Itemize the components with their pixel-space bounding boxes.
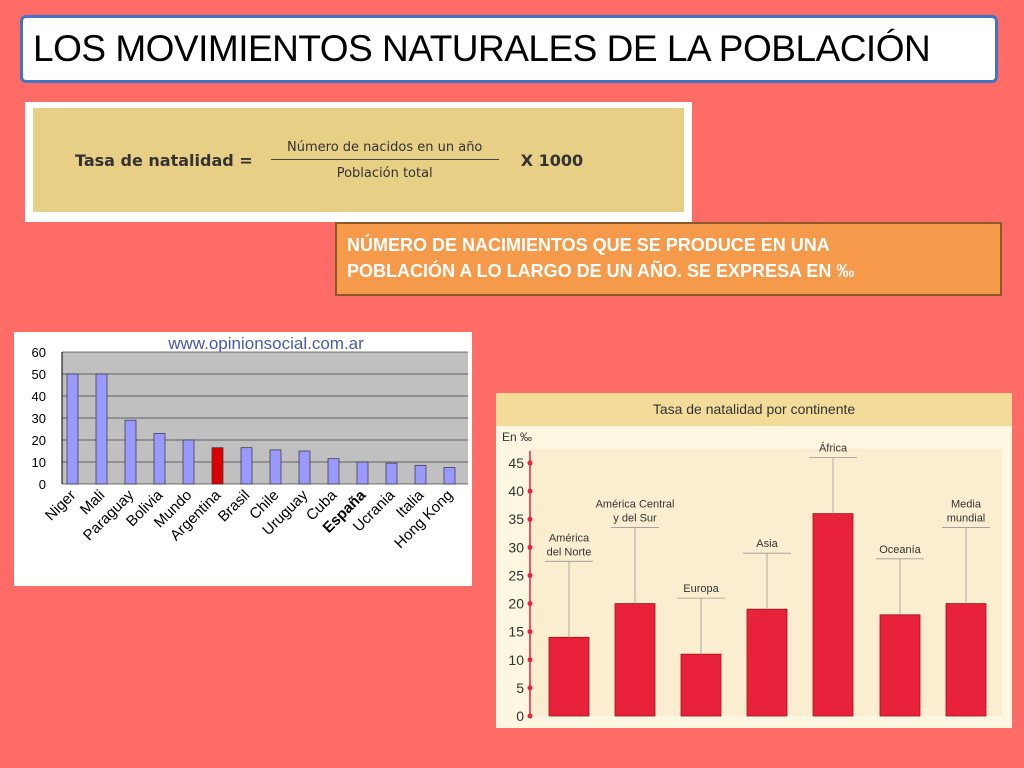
unit-label: En ‰: [502, 430, 532, 444]
formula-multiplier: X 1000: [520, 150, 584, 170]
category-label-line1: América Central: [596, 499, 675, 511]
y-tick-mark: [527, 601, 533, 607]
bar: [812, 513, 854, 717]
bar: [124, 419, 137, 485]
bar: [385, 462, 398, 485]
country-chart-svg: 0 10 20 30 40 50 60 www.opinionsocial.com.ar Nig…: [32, 334, 468, 552]
definition-line-2: POBLACIÓN A LO LARGO DE UN AÑO. SE EXPRE…: [347, 261, 855, 282]
chart-title: www.opinionsocial.com.ar: [167, 334, 364, 353]
bar: [327, 458, 340, 485]
y-tick-mark: [527, 488, 533, 494]
y-tick-label: 40: [508, 483, 524, 499]
y-tick-label: 30: [32, 411, 46, 426]
y-tick-label: 15: [508, 624, 524, 640]
fraction-bar: [270, 158, 499, 160]
continent-chart-svg: Tasa de natalidad por continente En ‰ 0 5 10…: [496, 393, 1012, 724]
bar: [240, 447, 253, 485]
formula-label: Tasa de natalidad =: [75, 150, 253, 170]
category-label-line1: Oceanía: [879, 544, 921, 556]
y-tick-mark: [527, 460, 533, 466]
y-tick-label: 0: [39, 477, 46, 492]
category-label-line1: Asia: [756, 538, 778, 550]
category-label-line2: y del Sur: [613, 513, 657, 525]
y-tick-label: 60: [32, 345, 46, 360]
formula-numerator: Número de nacidos en un año: [287, 139, 483, 155]
bar: [746, 608, 788, 717]
bar: [211, 447, 224, 485]
definition-box: NÚMERO DE NACIMIENTOS QUE SE PRODUCE EN …: [335, 222, 1002, 296]
country-birth-rate-chart: 0 10 20 30 40 50 60 www.opinionsocial.com.ar Nig…: [14, 332, 472, 586]
y-tick-label: 35: [508, 511, 524, 527]
bar: [269, 449, 282, 485]
bar: [298, 450, 311, 485]
x-tick-label: Niger: [42, 487, 79, 524]
formula-panel: Tasa de natalidad = Número de nacidos en…: [25, 102, 692, 222]
bar: [614, 603, 656, 717]
category-label-line2: mundial: [947, 513, 986, 525]
y-tick-mark: [527, 713, 533, 719]
bar: [153, 433, 166, 485]
y-tick-label: 50: [32, 367, 46, 382]
bar: [356, 461, 369, 485]
x-tick-label: Brasil: [215, 487, 254, 526]
category-label-line2: del Norte: [547, 546, 592, 558]
bar: [879, 614, 921, 717]
y-tick-mark: [527, 629, 533, 635]
title-band: [496, 393, 1012, 426]
birth-rate-formula: Tasa de natalidad = Número de nacidos en…: [33, 108, 684, 212]
category-label-line1: África: [819, 442, 848, 455]
y-tick-label: 10: [32, 455, 46, 470]
y-tick-mark: [527, 544, 533, 550]
bar: [945, 603, 987, 717]
y-tick-label: 0: [516, 708, 524, 724]
chart-title: Tasa de natalidad por continente: [653, 401, 856, 417]
page-title: LOS MOVIMIENTOS NATURALES DE LA POBLACIÓ…: [33, 28, 931, 69]
y-tick-mark: [527, 572, 533, 578]
bar: [95, 373, 108, 485]
y-tick-label: 45: [508, 455, 524, 471]
definition-line-1: NÚMERO DE NACIMIENTOS QUE SE PRODUCE EN …: [347, 235, 830, 255]
y-tick-mark: [527, 685, 533, 691]
bar: [548, 636, 590, 717]
y-tick-label: 5: [516, 680, 524, 696]
y-tick-label: 20: [32, 433, 46, 448]
bar: [182, 439, 195, 485]
formula-fraction: Número de nacidos en un año Población to…: [270, 139, 499, 181]
continent-birth-rate-chart: Tasa de natalidad por continente En ‰ 0 5 10…: [496, 393, 1012, 728]
y-tick-label: 30: [508, 539, 524, 555]
bar: [680, 653, 722, 717]
bar: [443, 467, 456, 485]
y-tick-label: 20: [508, 596, 524, 612]
category-label-line1: Media: [951, 499, 982, 511]
category-label-line1: Europa: [683, 583, 719, 595]
bar: [66, 373, 79, 485]
y-tick-label: 10: [508, 652, 524, 668]
y-tick-mark: [527, 516, 533, 522]
bar: [414, 464, 427, 485]
category-label-line1: América: [549, 532, 590, 544]
y-tick-label: 25: [508, 567, 524, 583]
y-tick-label: 40: [32, 389, 46, 404]
title-box: LOS MOVIMIENTOS NATURALES DE LA POBLACIÓ…: [20, 15, 998, 83]
formula-denominator: Población total: [336, 165, 433, 181]
y-tick-mark: [527, 657, 533, 663]
